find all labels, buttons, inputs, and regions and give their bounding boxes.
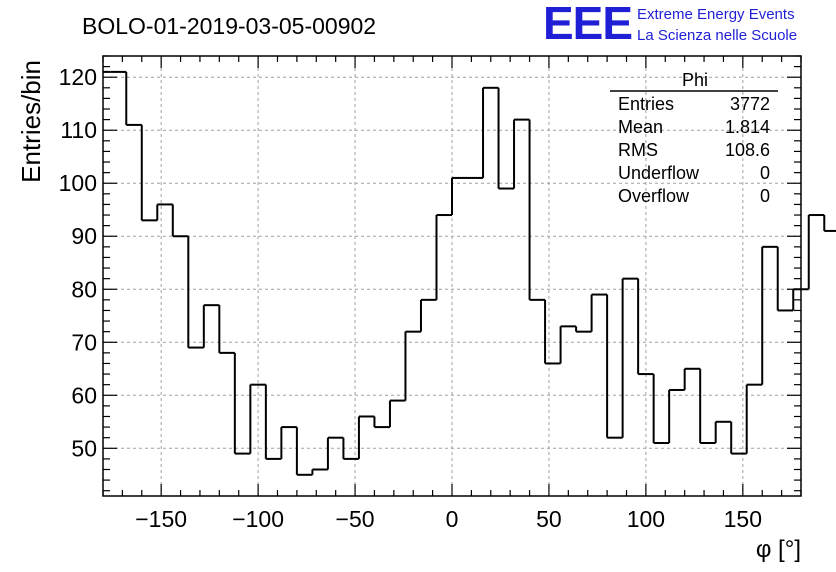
histogram-bin <box>745 383 763 454</box>
x-tick-label: 0 <box>446 506 459 532</box>
x-tick-label: −150 <box>135 506 187 532</box>
histogram-bin <box>280 426 297 459</box>
histogram-bin <box>218 305 235 354</box>
y-axis-label: Entries/bin <box>16 60 46 183</box>
tick-labels: −150 −100 −50 0 50 100 150 50 60 70 80 90 100 110 120 <box>59 64 762 532</box>
stats-value: 0 <box>760 163 770 183</box>
histogram-bin <box>140 124 158 222</box>
eee-logo-text: EEE <box>543 0 632 49</box>
histogram-bin <box>435 214 452 300</box>
histogram-bin <box>807 214 825 290</box>
grid-lines <box>103 56 801 496</box>
histogram-bin <box>326 436 344 470</box>
x-tick-label: −50 <box>336 506 375 532</box>
histogram-bin <box>295 427 313 476</box>
histogram-bin <box>311 468 328 475</box>
histogram-bin <box>357 415 375 459</box>
eee-logo: EEE Extreme Energy Events La Scienza nel… <box>543 0 797 49</box>
y-tick-label: 70 <box>71 329 97 355</box>
stats-label: Mean <box>618 117 663 137</box>
histogram-bin <box>621 277 639 438</box>
logo-subtitle-line2: La Scienza nelle Scuole <box>637 27 797 44</box>
histogram-bin <box>528 119 546 301</box>
histogram-bin <box>156 203 173 221</box>
histogram-bin <box>404 330 421 401</box>
stats-value: 0 <box>760 186 770 206</box>
histogram-bin <box>730 421 747 455</box>
stats-value: 108.6 <box>725 140 770 160</box>
histogram-bin <box>683 367 701 390</box>
stats-box: Phi Entries 3772 Mean 1.814 RMS 108.6 Underflo… <box>610 70 778 206</box>
stats-label: Underflow <box>618 163 700 183</box>
histogram-bin <box>187 236 204 349</box>
histogram-bin <box>264 384 282 460</box>
histogram-bin <box>559 325 577 364</box>
histogram-bin <box>249 383 266 454</box>
stats-label: RMS <box>618 140 658 160</box>
histogram-bin <box>668 388 685 443</box>
y-tick-label: 50 <box>71 435 97 461</box>
histogram-bin <box>233 352 251 455</box>
histogram-series <box>103 70 836 476</box>
histogram-bin <box>575 326 592 333</box>
histogram-bin <box>606 294 623 439</box>
histogram-bin <box>202 304 220 348</box>
histogram-bin <box>714 420 732 443</box>
histogram-bin <box>761 245 778 385</box>
histogram-bin <box>171 204 189 238</box>
y-tick-label: 60 <box>71 382 97 408</box>
stats-label: Overflow <box>618 186 690 206</box>
logo-subtitle-line1: Extreme Energy Events <box>637 6 795 23</box>
histogram-bin <box>342 437 359 460</box>
histogram-bin <box>544 299 561 365</box>
histogram-bin <box>482 86 499 178</box>
y-tick-label: 100 <box>59 170 97 196</box>
histogram-bin <box>419 298 437 332</box>
histogram-bin <box>823 215 836 232</box>
histogram-bin <box>125 71 142 126</box>
histogram-bin <box>776 246 794 312</box>
stats-box-title: Phi <box>682 70 708 90</box>
y-tick-label: 120 <box>59 64 97 90</box>
chart-title: BOLO-01-2019-03-05-00902 <box>82 13 376 39</box>
x-tick-label: 150 <box>724 506 762 532</box>
x-axis-label: φ [°] <box>756 536 801 563</box>
histogram-bin <box>513 118 530 189</box>
x-tick-label: 100 <box>627 506 665 532</box>
histogram-bin <box>373 416 390 429</box>
histogram-bin <box>699 368 716 444</box>
histogram-bin <box>451 176 468 216</box>
stats-label: Entries <box>618 94 674 114</box>
y-tick-label: 90 <box>71 223 97 249</box>
histogram-bin <box>590 293 608 332</box>
x-tick-label: −100 <box>232 506 284 532</box>
axis-ticks <box>102 55 802 496</box>
stats-value: 3772 <box>730 94 770 114</box>
histogram-bin <box>637 278 654 376</box>
x-tick-label: 50 <box>536 506 562 532</box>
stats-value: 1.814 <box>725 117 770 137</box>
histogram-bin <box>388 399 406 428</box>
y-tick-label: 80 <box>71 276 97 302</box>
histogram-bin <box>497 87 515 190</box>
y-tick-label: 110 <box>60 117 97 143</box>
histogram-bin <box>652 374 670 444</box>
